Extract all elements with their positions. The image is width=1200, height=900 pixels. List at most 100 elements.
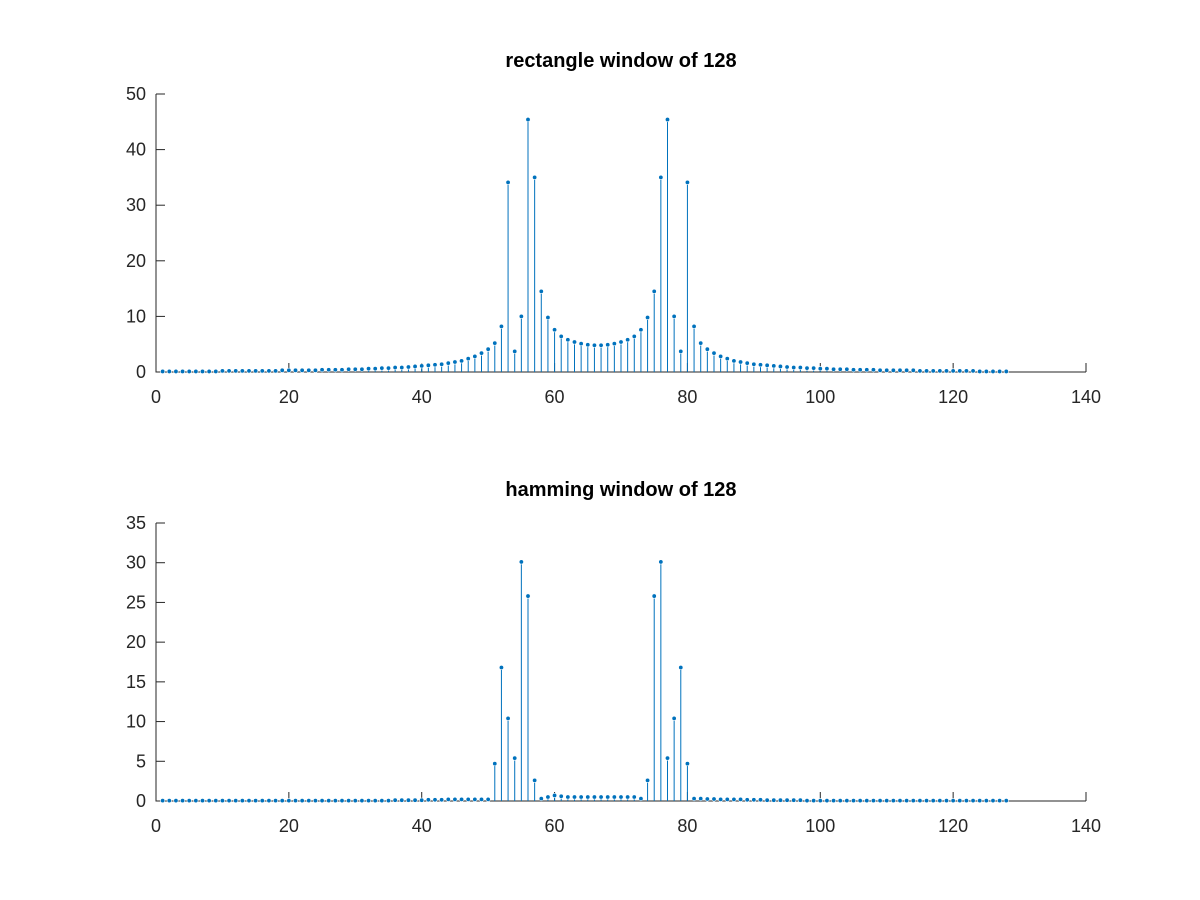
stem-marker <box>425 797 431 803</box>
stem-marker <box>299 367 305 373</box>
stem-marker <box>339 367 345 373</box>
stem-marker <box>585 794 591 800</box>
stem-marker <box>206 368 212 374</box>
stem-marker <box>711 796 717 802</box>
stem-marker <box>478 796 484 802</box>
stem-marker <box>997 368 1003 374</box>
stem-marker <box>571 339 577 345</box>
x-tick-label: 100 <box>805 387 835 407</box>
stem-marker <box>538 288 544 294</box>
stem-marker <box>963 798 969 804</box>
stem-marker <box>943 798 949 804</box>
stem-marker <box>233 368 239 374</box>
y-tick-label: 40 <box>126 140 146 160</box>
stem-marker <box>286 367 292 373</box>
stem-marker <box>419 797 425 803</box>
stem-marker <box>678 348 684 354</box>
stem-marker <box>465 356 471 362</box>
stem-marker <box>346 798 352 804</box>
stem-marker <box>877 798 883 804</box>
stem-marker <box>578 794 584 800</box>
stem-marker <box>339 798 345 804</box>
stem-marker <box>366 798 372 804</box>
stem-marker <box>419 363 425 369</box>
stem-marker <box>831 798 837 804</box>
stem-marker <box>997 798 1003 804</box>
stem-marker <box>605 342 611 348</box>
stem-marker <box>844 798 850 804</box>
stem-marker <box>591 342 597 348</box>
stem-marker <box>552 792 558 798</box>
stem-marker <box>651 288 657 294</box>
stem-marker <box>645 315 651 321</box>
stem-marker <box>784 797 790 803</box>
stem-marker <box>279 798 285 804</box>
stem-marker <box>472 796 478 802</box>
stem-marker <box>485 796 491 802</box>
stem-marker <box>645 777 651 783</box>
stem-marker <box>937 368 943 374</box>
stem-marker <box>292 367 298 373</box>
stem-marker <box>259 798 265 804</box>
stem-marker <box>777 363 783 369</box>
stem-marker <box>512 755 518 761</box>
stem-marker <box>266 798 272 804</box>
stem-marker <box>817 798 823 804</box>
stem-marker <box>219 798 225 804</box>
stem-marker <box>598 342 604 348</box>
stem-marker <box>326 367 332 373</box>
stem-marker <box>970 798 976 804</box>
stem-marker <box>439 797 445 803</box>
stem-marker <box>186 368 192 374</box>
stem-marker <box>518 313 524 319</box>
stem-marker <box>957 798 963 804</box>
y-tick-label: 50 <box>126 84 146 104</box>
stem-marker <box>744 797 750 803</box>
y-tick-label: 25 <box>126 592 146 612</box>
y-tick-label: 30 <box>126 553 146 573</box>
stem-marker <box>817 366 823 372</box>
stem-marker <box>571 794 577 800</box>
stem-marker <box>385 798 391 804</box>
stem-marker <box>186 798 192 804</box>
stem-marker <box>751 361 757 367</box>
stem-marker <box>937 798 943 804</box>
stem-marker <box>751 797 757 803</box>
stem-marker <box>379 365 385 371</box>
stem-marker <box>259 368 265 374</box>
stem-marker <box>797 365 803 371</box>
stem-marker <box>452 796 458 802</box>
stem-marker <box>233 798 239 804</box>
stem-marker <box>292 798 298 804</box>
stem-marker <box>724 356 730 362</box>
stem-marker <box>200 798 206 804</box>
stem-marker <box>791 365 797 371</box>
stem-marker <box>239 798 245 804</box>
stem-marker <box>771 363 777 369</box>
stem-marker <box>498 665 504 671</box>
stem-marker <box>757 797 763 803</box>
stem-marker <box>864 798 870 804</box>
stem-marker <box>625 337 631 343</box>
stem-marker <box>724 796 730 802</box>
x-tick-label: 60 <box>545 387 565 407</box>
stem-marker <box>173 368 179 374</box>
stem-marker <box>684 179 690 185</box>
stem-marker <box>718 796 724 802</box>
stem-marker <box>366 366 372 372</box>
stem-marker <box>213 798 219 804</box>
stem-marker <box>731 796 737 802</box>
stem-marker <box>332 367 338 373</box>
stem-marker <box>166 798 172 804</box>
stem-marker <box>372 798 378 804</box>
stem-marker <box>253 798 259 804</box>
stem-marker <box>1003 798 1009 804</box>
stem-marker <box>658 559 664 565</box>
stem-marker <box>890 367 896 373</box>
stem-marker <box>950 798 956 804</box>
stem-marker <box>200 368 206 374</box>
stem-marker <box>957 368 963 374</box>
stem-marker <box>884 798 890 804</box>
stem-marker <box>459 358 465 364</box>
